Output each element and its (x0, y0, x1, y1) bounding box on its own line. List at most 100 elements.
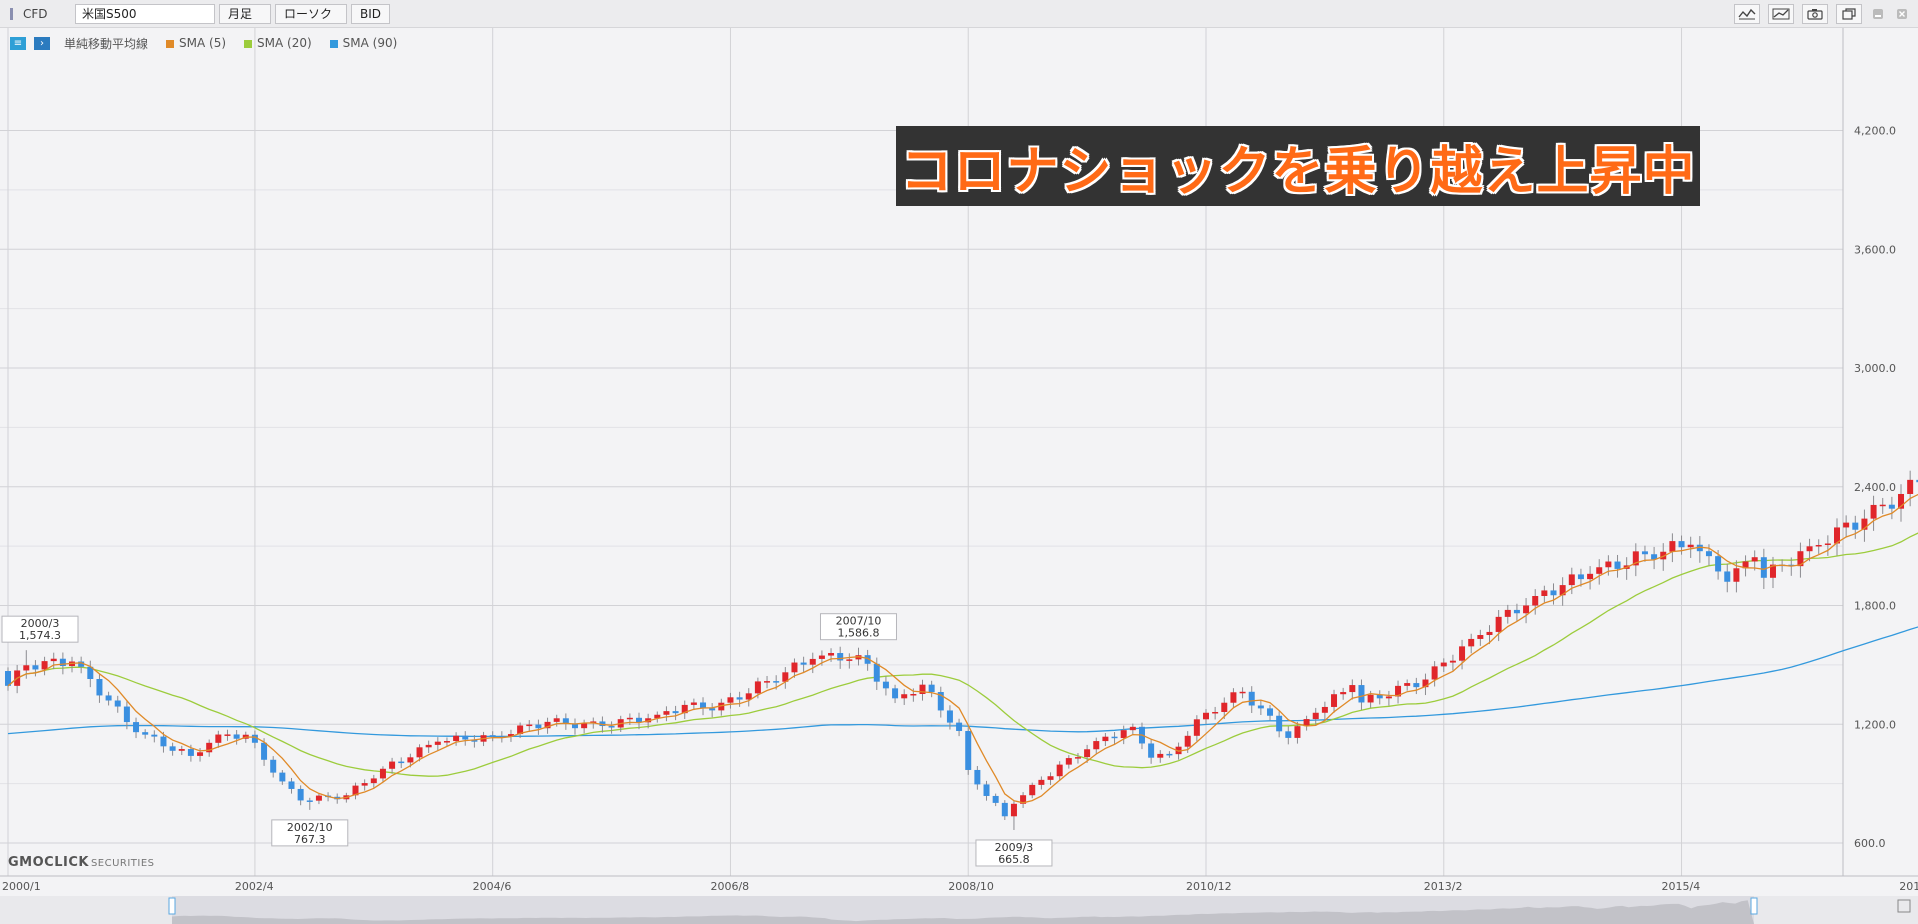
candle (937, 686, 944, 718)
candle-body (142, 732, 149, 735)
candle-body (1276, 715, 1283, 732)
candle (297, 785, 304, 806)
timeframe-select[interactable]: 月足 (219, 3, 271, 24)
candle (1267, 704, 1274, 721)
chart-style-select[interactable]: ローソク (275, 3, 347, 24)
candle-body (1724, 571, 1731, 582)
candle-body (169, 746, 176, 751)
candle (361, 779, 368, 791)
candle-body (1093, 741, 1100, 750)
candle (718, 698, 725, 716)
candle (608, 721, 615, 734)
candle-body (626, 717, 633, 720)
candle (517, 722, 524, 739)
candle (882, 676, 889, 696)
candle (1020, 792, 1027, 808)
candle (745, 688, 752, 707)
annotation-frame (819, 613, 897, 641)
candle-body (279, 772, 286, 782)
candle (928, 680, 935, 698)
candle-body (398, 761, 405, 764)
candle (1257, 700, 1264, 716)
candle (1651, 546, 1658, 570)
candle (434, 737, 441, 751)
symbol-input[interactable]: 米国S500 (75, 3, 215, 24)
candle-body (160, 736, 167, 747)
candle-body (571, 723, 578, 729)
candle (50, 652, 57, 670)
navigator-handle[interactable] (168, 897, 176, 915)
candle-body (1038, 779, 1045, 785)
candle (87, 660, 94, 688)
candle (736, 691, 743, 707)
candle-body (1587, 573, 1594, 580)
candle (370, 774, 377, 788)
line-chart-icon[interactable] (1734, 4, 1760, 24)
candle-body (718, 702, 725, 711)
range-navigator[interactable] (0, 896, 1918, 924)
candle-body (1184, 735, 1191, 747)
navigator-handle[interactable] (1750, 897, 1758, 915)
navigator-expand-icon[interactable] (1897, 899, 1911, 913)
candle (352, 782, 359, 800)
candle (1166, 751, 1173, 758)
candle (69, 656, 76, 673)
candle-body (1312, 712, 1319, 720)
candle (315, 793, 322, 805)
brand-watermark: GMOCLICK SECURITIES (8, 855, 155, 870)
candle (1431, 661, 1438, 687)
indicator-legend: ≡ › 単純移動平均線 SMA (5) SMA (20) SMA (90) (10, 34, 397, 52)
candle (1376, 690, 1383, 705)
candle (41, 656, 48, 676)
candle-body (78, 661, 85, 667)
candle-body (1733, 568, 1740, 582)
annotation-date: 2000/3 (21, 617, 60, 630)
legend-list-icon[interactable]: ≡ (10, 36, 26, 50)
candle-body (1641, 551, 1648, 555)
candle-body (1148, 743, 1155, 758)
price-side-select[interactable]: BID (351, 3, 391, 24)
candle (1065, 755, 1072, 769)
candle-body (946, 710, 953, 723)
candle-body (1696, 544, 1703, 552)
candle-body (690, 702, 697, 705)
y-tick-label: 4,200.0 (1854, 125, 1896, 138)
legend-expand-icon[interactable]: › (34, 36, 50, 50)
candle-body (663, 711, 670, 715)
candle-body (1605, 561, 1612, 568)
window-icon[interactable] (1836, 4, 1862, 24)
candle (791, 658, 798, 678)
y-tick-label: 600.0 (1854, 837, 1886, 850)
candle (1769, 556, 1776, 589)
candle (1029, 782, 1036, 799)
candle-body (1678, 541, 1685, 548)
candle (1248, 686, 1255, 713)
candle-body (1413, 683, 1420, 688)
annotation-frame (975, 839, 1053, 867)
candle (78, 656, 85, 674)
price-chart[interactable]: 2000/31,574.32002/10767.32007/101,586.82… (0, 28, 1918, 924)
candle-body (974, 769, 981, 785)
sma-5-path (7, 493, 1918, 804)
candle-body (1495, 616, 1502, 632)
candle-body (1651, 554, 1658, 560)
camera-icon[interactable] (1802, 4, 1828, 24)
candle-body (187, 749, 194, 756)
close-icon[interactable] (1894, 4, 1910, 24)
legend-sma90-label: SMA (90) (342, 36, 398, 50)
candle (1843, 515, 1850, 538)
candle (1422, 673, 1429, 696)
candle (1212, 706, 1219, 720)
candle (1541, 585, 1548, 603)
candle-body (1888, 504, 1895, 509)
candle (800, 656, 807, 673)
candle-body (800, 662, 807, 665)
area-chart-icon[interactable] (1768, 4, 1794, 24)
candle (1404, 679, 1411, 691)
candle (1724, 563, 1731, 593)
candle (1513, 603, 1520, 622)
x-tick-label: 2008/10 (948, 880, 994, 893)
minimize-icon[interactable] (1870, 4, 1886, 24)
candle-body (1331, 694, 1338, 707)
legend-item-sma5: SMA (5) (166, 36, 226, 50)
